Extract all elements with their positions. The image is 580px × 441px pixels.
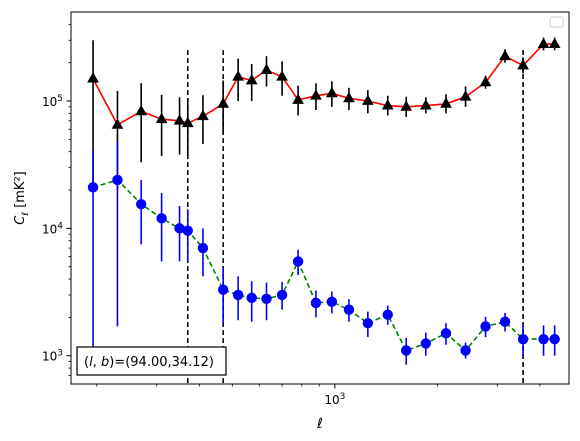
data-point (537, 37, 550, 48)
data-point (419, 99, 432, 110)
data-point (459, 90, 472, 101)
data-point (232, 289, 244, 301)
tick-exponent: 3 (57, 349, 63, 359)
data-point (440, 97, 452, 108)
y-tick-label: 104 (42, 221, 63, 236)
data-point (156, 213, 167, 224)
data-point (326, 86, 338, 98)
data-point (517, 333, 529, 345)
data-point (292, 256, 304, 267)
data-point (112, 174, 123, 186)
y-axis-label: Cℓ [mK²] (13, 171, 31, 224)
data-point (135, 104, 148, 116)
annotation-label: (l, b)=(94.00,34.12) (84, 355, 214, 370)
data-point (135, 198, 147, 210)
data-point (174, 223, 185, 234)
ylabel-subscript: ℓ (21, 212, 31, 217)
data-point (499, 316, 511, 327)
plot-frame (70, 11, 570, 385)
data-point (260, 63, 273, 74)
data-point (343, 91, 355, 103)
data-point (480, 321, 491, 332)
x-axis-label: ℓ (316, 416, 323, 432)
data-point (217, 284, 229, 295)
tick-base: 10 (42, 222, 57, 236)
annotation-frame (76, 346, 227, 376)
tick-exponent: 3 (340, 392, 346, 402)
x-tick-label: 103 (324, 392, 345, 407)
data-point (460, 345, 471, 356)
data-point (549, 333, 560, 345)
data-point (310, 297, 322, 309)
series-layer (87, 37, 561, 365)
legend (549, 16, 564, 28)
data-point (362, 318, 374, 329)
annotation-box: (l, b)=(94.00,34.12) (76, 346, 227, 376)
data-point (292, 93, 304, 104)
axis-ticks (66, 23, 541, 389)
y-tick-label: 103 (42, 349, 63, 364)
y-tick-label: 105 (42, 94, 63, 109)
data-point (111, 118, 124, 129)
data-point (499, 49, 511, 61)
data-point (400, 345, 412, 356)
data-point (400, 100, 413, 111)
data-point (197, 242, 209, 254)
annotation-comma: , (93, 355, 101, 370)
annotation-var: b (101, 355, 109, 370)
legend-box (549, 16, 564, 28)
tick-base: 10 (42, 95, 57, 109)
data-point (440, 328, 452, 339)
data-point (326, 296, 338, 308)
data-point (538, 333, 549, 345)
data-point (261, 293, 272, 304)
tick-exponent: 4 (57, 221, 63, 231)
data-point (232, 70, 244, 81)
data-point (87, 72, 99, 83)
data-point (245, 73, 258, 85)
ylabel-symbol: C (13, 215, 28, 225)
data-point (173, 114, 186, 125)
data-point (382, 309, 393, 320)
ylabel-unit: [mK²] (13, 171, 28, 212)
tick-base: 10 (42, 350, 57, 364)
annotation-paren: ( (84, 355, 89, 370)
data-point (361, 94, 374, 105)
data-point (343, 304, 355, 315)
data-point (217, 97, 230, 108)
data-point (310, 89, 322, 100)
annotation-var: l (89, 355, 93, 370)
tick-base: 10 (324, 393, 339, 407)
data-point (182, 225, 193, 236)
data-point (276, 289, 288, 301)
series-1 (87, 141, 560, 365)
data-point (548, 37, 561, 48)
data-point (420, 338, 432, 349)
series-0 (87, 37, 561, 191)
tick-exponent: 5 (57, 94, 63, 104)
data-point (155, 112, 168, 124)
data-point (181, 116, 194, 128)
data-point (87, 182, 99, 193)
data-point (276, 70, 288, 81)
data-point (246, 292, 257, 304)
data-point (197, 109, 209, 121)
data-point (479, 75, 492, 87)
data-point (381, 99, 394, 110)
annotation-value: )=(94.00,34.12) (109, 355, 214, 370)
data-point (517, 59, 529, 70)
